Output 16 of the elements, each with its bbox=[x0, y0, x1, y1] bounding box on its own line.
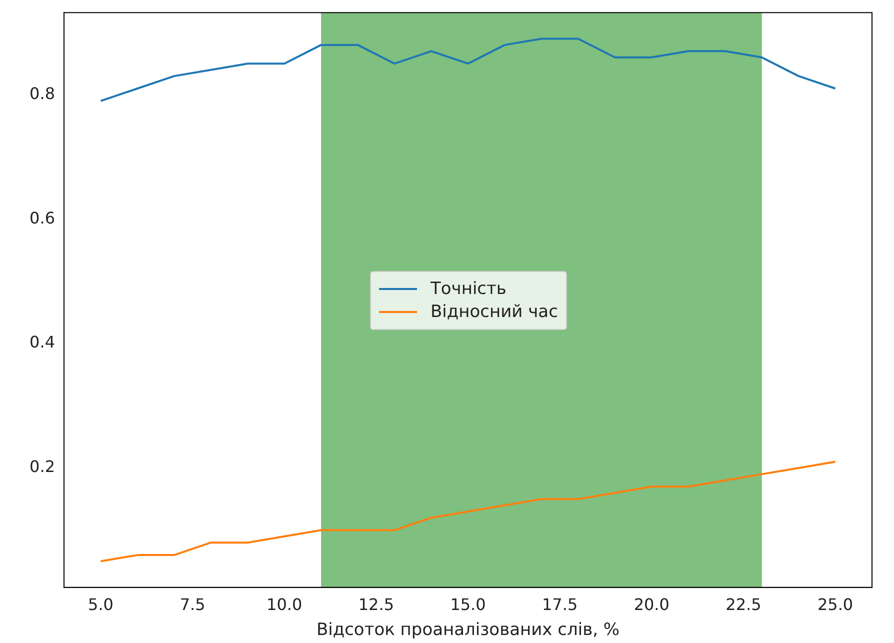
x-tick-label: 7.5 bbox=[180, 595, 206, 614]
x-axis-title: Відсоток проаналізованих слів, % bbox=[316, 620, 620, 640]
x-tick-label: 12.5 bbox=[358, 595, 394, 614]
x-tick-label: 20.0 bbox=[634, 595, 670, 614]
x-tick-label: 17.5 bbox=[542, 595, 578, 614]
legend-label: Точність bbox=[430, 278, 506, 298]
y-tick-label: 0.6 bbox=[30, 208, 55, 228]
y-tick-label: 0.2 bbox=[30, 457, 55, 476]
x-tick-label: 15.0 bbox=[450, 595, 486, 614]
x-tick-label: 22.5 bbox=[726, 595, 762, 614]
x-tick-label: 25.0 bbox=[817, 595, 854, 614]
y-tick-label: 0.8 bbox=[30, 84, 55, 103]
x-tick-label: 5.0 bbox=[88, 595, 114, 614]
x-tick-label: 10.0 bbox=[266, 595, 302, 614]
y-tick-label: 0.4 bbox=[30, 332, 55, 352]
legend-label: Відносний час bbox=[430, 302, 558, 322]
